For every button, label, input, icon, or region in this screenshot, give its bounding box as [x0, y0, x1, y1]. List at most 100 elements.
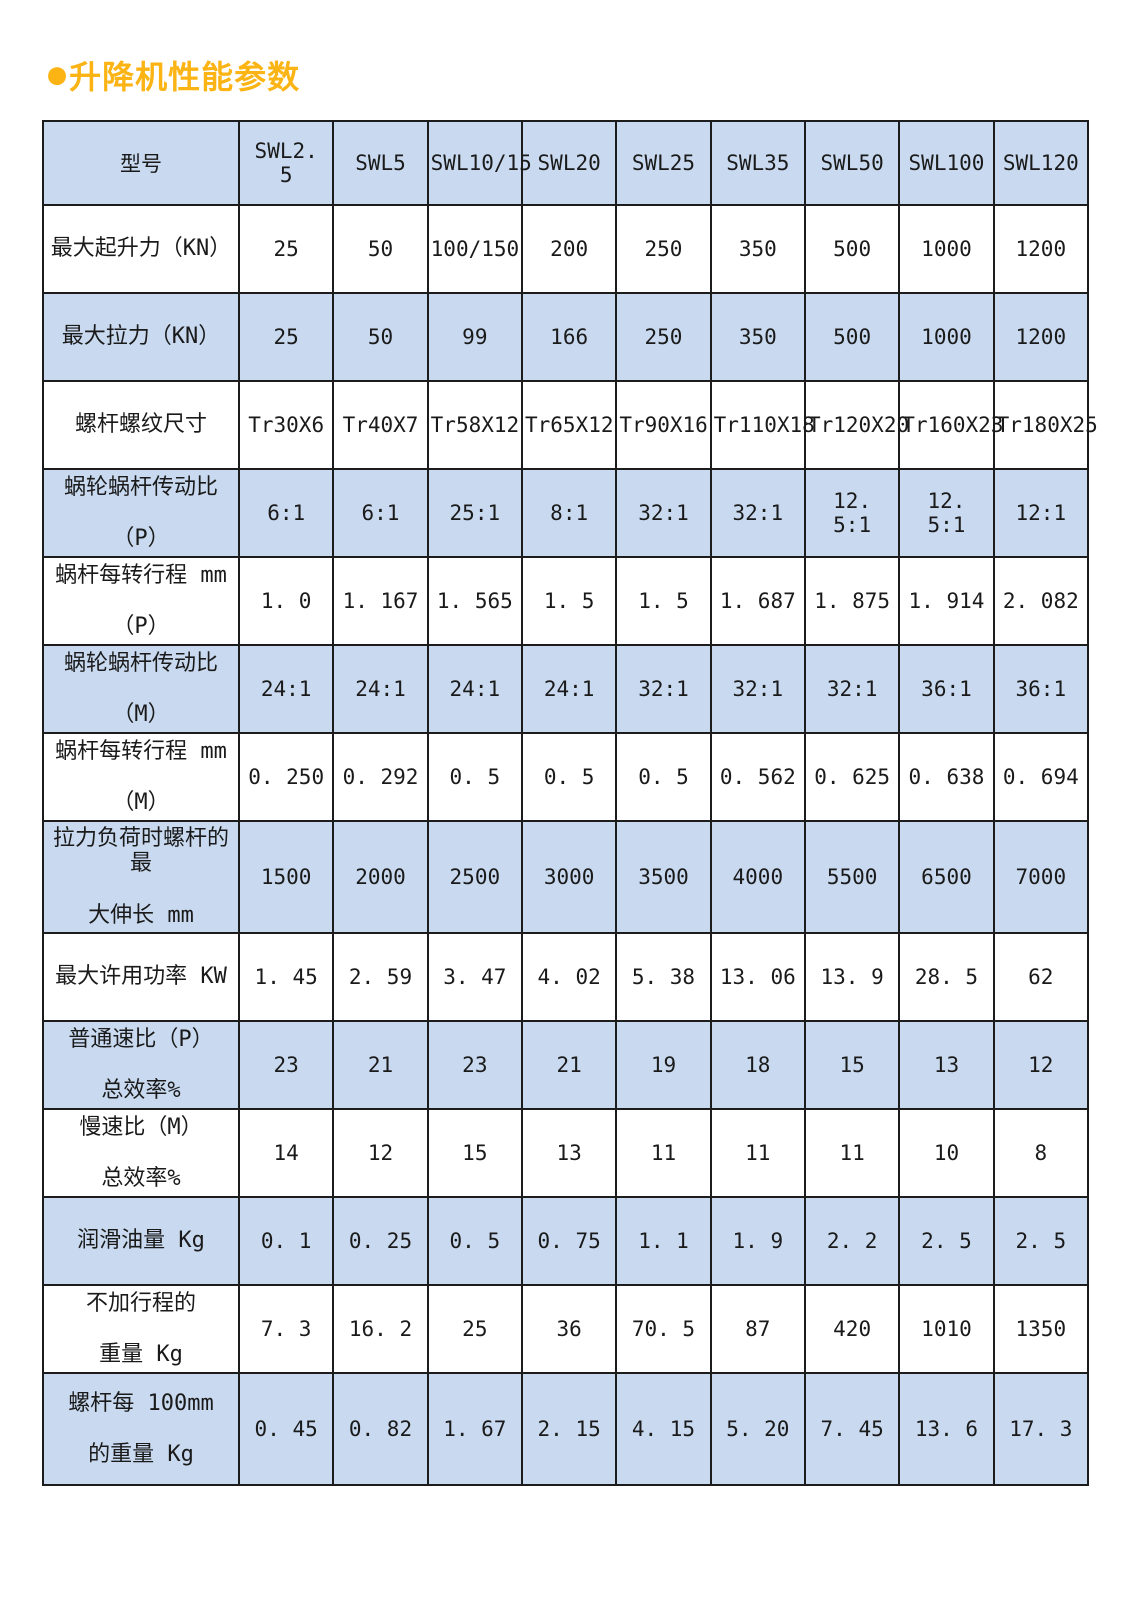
- value-cell: 2. 5: [898, 1195, 995, 1286]
- row-label-line: 总效率%: [101, 1077, 181, 1103]
- value-cell: 23: [426, 1019, 523, 1110]
- row-label-line: 蜗杆每转行程 mm: [55, 738, 227, 764]
- value-cell: Tr110X18: [709, 380, 815, 470]
- row-label-line: 螺杆螺纹尺寸: [74, 412, 207, 438]
- value-cell: 1. 687: [709, 556, 806, 646]
- row-label-line: （M）: [112, 790, 170, 815]
- value-cell: 50: [332, 292, 429, 382]
- value-cell: 14: [237, 1107, 335, 1198]
- value-cell: 7. 3: [237, 1283, 335, 1374]
- value-cell: 0. 638: [898, 732, 995, 822]
- table-row: 普通速比（P） 总效率% 23 21 23 21 19 18 15 13 12: [42, 1019, 1090, 1110]
- value-cell: 166: [520, 292, 618, 382]
- value-cell: 12. 5:1: [898, 468, 995, 558]
- value-cell: 0. 292: [332, 732, 429, 822]
- value-cell: 4. 15: [615, 1371, 712, 1486]
- table-row: 不加行程的 重量 Kg 7. 3 16. 2 25 36 70. 5 87 420 1010 135…: [42, 1283, 1090, 1374]
- value-cell: 10: [898, 1107, 995, 1198]
- value-cell: 13. 6: [898, 1371, 995, 1486]
- value-cell: 32:1: [709, 468, 806, 558]
- table-row: 蜗杆每转行程 mm （M） 0. 250 0. 292 0. 5 0. 5 0. 5 0. 5…: [42, 732, 1090, 822]
- table-row: 蜗轮蜗杆传动比 （P） 6:1 6:1 25:1 8:1 32:1 32:1 12. 5:1 12…: [42, 468, 1090, 558]
- row-label: 螺杆每 100mm 的重量 Kg: [42, 1371, 240, 1486]
- value-cell: 0. 250: [237, 732, 335, 822]
- row-label-line: 慢速比（M）: [79, 1114, 203, 1140]
- row-label-line: 拉力负荷时螺杆的最: [52, 826, 229, 877]
- value-cell: 32:1: [803, 644, 901, 734]
- row-label: 蜗轮蜗杆传动比 （M）: [42, 644, 240, 734]
- value-cell: 28. 5: [898, 931, 995, 1022]
- value-cell: 36: [520, 1283, 618, 1374]
- value-cell: 0. 5: [426, 732, 523, 822]
- value-cell: 13: [520, 1107, 618, 1198]
- row-label-line: 蜗轮蜗杆传动比: [63, 650, 218, 676]
- value-cell: 350: [709, 292, 806, 382]
- row-label: 普通速比（P） 总效率%: [42, 1019, 240, 1110]
- row-label-line: 螺杆每 100mm: [68, 1390, 214, 1416]
- value-cell: 2. 59: [332, 931, 429, 1022]
- row-label-line: 重量 Kg: [99, 1341, 183, 1367]
- value-cell: 12. 5:1: [803, 468, 901, 558]
- header-model: SWL35: [709, 120, 806, 206]
- value-cell: 12: [992, 1019, 1090, 1110]
- header-model: SWL100: [898, 120, 995, 206]
- value-cell: 0. 25: [332, 1195, 429, 1286]
- value-cell: 23: [237, 1019, 335, 1110]
- value-cell: 2500: [426, 820, 523, 934]
- value-cell: 87: [709, 1283, 806, 1374]
- value-cell: 250: [615, 292, 712, 382]
- value-cell: 1200: [992, 204, 1090, 294]
- value-cell: 2. 2: [803, 1195, 901, 1286]
- table-header-row: 型号 SWL2. 5 SWL5 SWL10/15 SWL20 SWL25 SWL35 SWL…: [42, 120, 1090, 206]
- row-label: 螺杆螺纹尺寸: [42, 380, 240, 470]
- value-cell: 6500: [898, 820, 995, 934]
- value-cell: 0. 82: [332, 1371, 429, 1486]
- value-cell: Tr30X6: [237, 380, 335, 470]
- header-model: SWL50: [803, 120, 901, 206]
- value-cell: 17. 3: [992, 1371, 1090, 1486]
- table-row: 最大拉力（KN） 25 50 99 166 250 350 500 1000 1200: [42, 292, 1090, 382]
- value-cell: 5. 20: [709, 1371, 806, 1486]
- value-cell: 8:1: [520, 468, 618, 558]
- value-cell: 0. 562: [709, 732, 806, 822]
- value-cell: 15: [426, 1107, 523, 1198]
- value-cell: 1. 0: [237, 556, 335, 646]
- value-cell: 2. 082: [992, 556, 1090, 646]
- value-cell: 99: [426, 292, 523, 382]
- value-cell: Tr65X12: [520, 380, 618, 470]
- table-row: 最大许用功率 KW 1. 45 2. 59 3. 47 4. 02 5. 38 13. 06…: [42, 931, 1090, 1022]
- table-body: 最大起升力（KN） 25 50 100/150 200 250 350 500 1000 1200…: [42, 204, 1098, 1486]
- value-cell: 50: [332, 204, 429, 294]
- value-cell: 25: [237, 292, 335, 382]
- value-cell: 1350: [992, 1283, 1090, 1374]
- value-cell: 8: [992, 1107, 1090, 1198]
- value-cell: 12: [332, 1107, 429, 1198]
- value-cell: 0. 45: [237, 1371, 335, 1486]
- row-label-line: （P）: [112, 614, 170, 639]
- table-row: 螺杆每 100mm 的重量 Kg 0. 45 0. 82 1. 67 2. 15 4. 15…: [42, 1371, 1090, 1486]
- value-cell: Tr120X20: [803, 380, 909, 470]
- value-cell: 1. 67: [426, 1371, 523, 1486]
- value-cell: 11: [709, 1107, 806, 1198]
- value-cell: 1. 45: [237, 931, 335, 1022]
- value-cell: 250: [615, 204, 712, 294]
- table-row: 最大起升力（KN） 25 50 100/150 200 250 350 500 1000 1200: [42, 204, 1090, 294]
- row-label: 慢速比（M） 总效率%: [42, 1107, 240, 1198]
- value-cell: 0. 5: [426, 1195, 523, 1286]
- value-cell: 2000: [332, 820, 429, 934]
- value-cell: 0. 1: [237, 1195, 335, 1286]
- value-cell: 1500: [237, 820, 335, 934]
- value-cell: 24:1: [332, 644, 429, 734]
- row-label-line: 蜗杆每转行程 mm: [55, 562, 227, 588]
- row-label-line: 总效率%: [101, 1165, 181, 1191]
- value-cell: 2. 5: [992, 1195, 1090, 1286]
- value-cell: 3000: [520, 820, 618, 934]
- row-label: 不加行程的重量 Kg: [42, 1283, 240, 1374]
- value-cell: 13. 06: [709, 931, 806, 1022]
- page-title: ● 升降机性能参数: [48, 52, 1089, 98]
- value-cell: 21: [332, 1019, 429, 1110]
- value-cell: 24:1: [426, 644, 523, 734]
- table-row: 蜗轮蜗杆传动比 （M） 24:1 24:1 24:1 24:1 32:1 32:1 32:1 36…: [42, 644, 1090, 734]
- row-label-line: 不加行程的: [85, 1290, 196, 1316]
- row-label-line: 最大许用功率 KW: [55, 964, 227, 990]
